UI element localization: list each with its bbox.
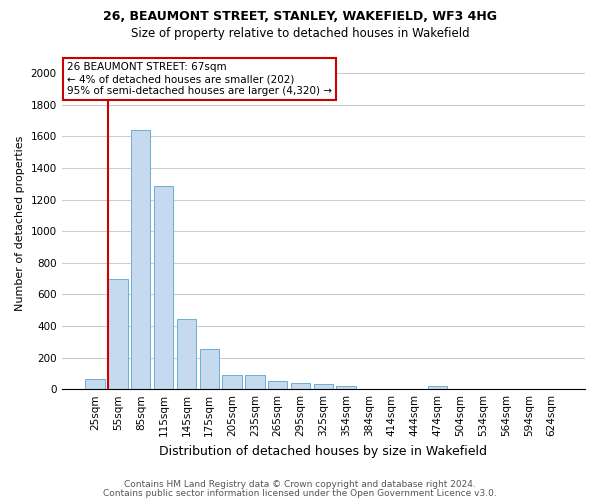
Bar xyxy=(314,384,333,389)
Text: Size of property relative to detached houses in Wakefield: Size of property relative to detached ho… xyxy=(131,28,469,40)
Bar xyxy=(177,319,196,389)
Bar xyxy=(245,376,265,389)
Y-axis label: Number of detached properties: Number of detached properties xyxy=(15,136,25,311)
Bar xyxy=(154,186,173,389)
X-axis label: Distribution of detached houses by size in Wakefield: Distribution of detached houses by size … xyxy=(160,444,487,458)
Bar xyxy=(291,382,310,389)
Bar xyxy=(85,379,105,389)
Text: 26, BEAUMONT STREET, STANLEY, WAKEFIELD, WF3 4HG: 26, BEAUMONT STREET, STANLEY, WAKEFIELD,… xyxy=(103,10,497,23)
Text: 26 BEAUMONT STREET: 67sqm
← 4% of detached houses are smaller (202)
95% of semi-: 26 BEAUMONT STREET: 67sqm ← 4% of detach… xyxy=(67,62,332,96)
Bar xyxy=(428,386,447,389)
Bar xyxy=(108,278,128,389)
Text: Contains public sector information licensed under the Open Government Licence v3: Contains public sector information licen… xyxy=(103,489,497,498)
Bar xyxy=(131,130,151,389)
Bar xyxy=(337,386,356,389)
Bar xyxy=(268,382,287,389)
Text: Contains HM Land Registry data © Crown copyright and database right 2024.: Contains HM Land Registry data © Crown c… xyxy=(124,480,476,489)
Bar xyxy=(223,376,242,389)
Bar xyxy=(200,349,219,389)
